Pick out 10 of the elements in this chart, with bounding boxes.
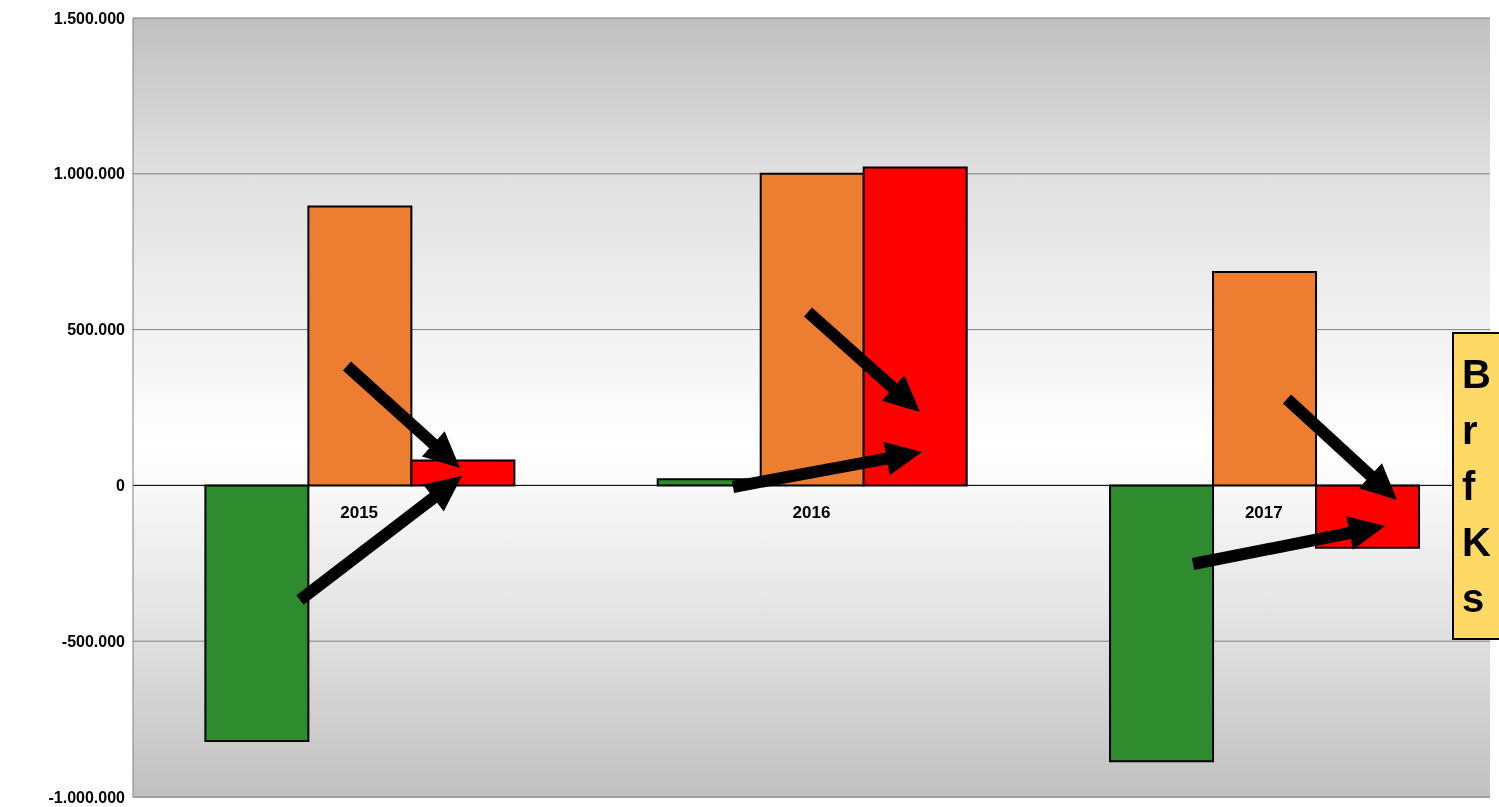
y-tick-label: 0 — [116, 477, 126, 495]
y-tick-label: -1.000.000 — [48, 788, 126, 806]
y-tick-label: -500.000 — [61, 632, 126, 650]
x-tick-label: 2017 — [1244, 503, 1283, 522]
x-tick-label: 2015 — [340, 503, 379, 522]
y-tick-label: 1.500.000 — [53, 9, 126, 27]
y-tick-label: 500.000 — [67, 321, 126, 339]
y-tick-label: 1.000.000 — [53, 165, 126, 183]
annotation: B r f K s — [1452, 332, 1499, 640]
x-tick-label: 2016 — [792, 503, 831, 522]
